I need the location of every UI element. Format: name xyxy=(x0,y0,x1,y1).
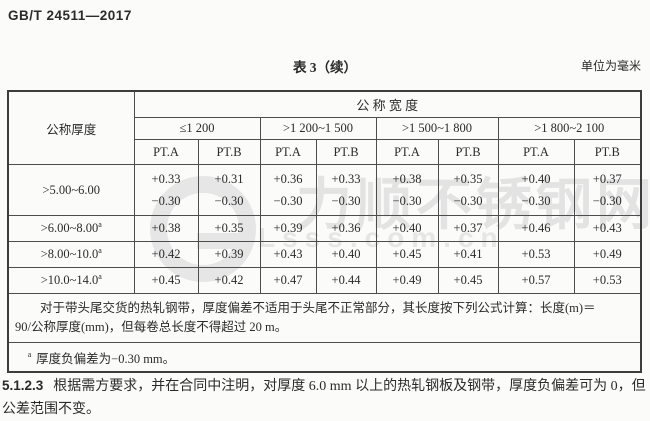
table-row: >5.00~6.00 +0.33 −0.30 +0.31 −0.30 +0.36 −0… xyxy=(7,164,642,216)
tolerance-cell: +0.53 xyxy=(573,267,642,294)
tolerance-cell: +0.53 xyxy=(497,241,575,268)
tolerance-cell: +0.39 xyxy=(197,241,261,268)
tolerance-cell: +0.40 xyxy=(315,241,377,268)
tolerance-cell: +0.42 xyxy=(197,267,261,294)
row-label: >6.00~8.00a xyxy=(7,215,135,242)
tolerance-cell: +0.33 −0.30 xyxy=(315,164,377,216)
pt-label: PT.A xyxy=(497,139,575,165)
row-label: >10.0~14.0a xyxy=(7,267,135,294)
pt-label: PT.A xyxy=(259,139,317,165)
clause-paragraph: 5.1.2.3 根据需方要求，并在合同中注明，对厚度 6.0 mm 以上的热轧钢板… xyxy=(2,374,648,421)
tolerance-cell: +0.45 xyxy=(437,267,499,294)
tolerance-cell: +0.36 xyxy=(315,215,377,242)
tolerance-cell: +0.38 xyxy=(133,215,199,242)
pt-label: PT.A xyxy=(375,139,439,165)
col-header-width-group: 公 称 宽 度 xyxy=(133,90,642,118)
pt-label: PT.B xyxy=(573,139,642,165)
standard-number: GB/T 24511—2017 xyxy=(8,8,132,23)
table-caption: 表 3（续） xyxy=(292,60,358,75)
note-line-2: 90/公称厚度(mm)，但每卷总长度不得超过 20 m。 xyxy=(15,320,288,334)
pt-label: PT.B xyxy=(197,139,261,165)
width-range-2: >1 200~1 500 xyxy=(259,117,377,140)
tolerance-cell: +0.49 xyxy=(375,267,439,294)
tolerance-cell: +0.37 xyxy=(437,215,499,242)
tolerance-cell: +0.44 xyxy=(315,267,377,294)
tolerance-cell: +0.45 xyxy=(133,267,199,294)
note-line-1: 对于带头尾交货的热轧钢带，厚度偏差不适用于头尾不正常部分，其长度按下列公式计算：… xyxy=(40,301,596,315)
pt-label: PT.B xyxy=(437,139,499,165)
row-label: >5.00~6.00 xyxy=(7,164,135,216)
tolerance-cell: +0.49 xyxy=(573,241,642,268)
tolerance-cell: +0.41 xyxy=(437,241,499,268)
tolerance-cell: +0.33 −0.30 xyxy=(133,164,199,216)
pt-label: PT.A xyxy=(133,139,199,165)
caption-row: 表 3（续） 单位为毫米 xyxy=(7,56,643,75)
tolerance-cell: +0.37 −0.30 xyxy=(573,164,642,216)
tolerance-cell: +0.43 xyxy=(573,215,642,242)
width-range-4: >1 800~2 100 xyxy=(497,117,642,140)
tolerance-cell: +0.31 −0.30 xyxy=(197,164,261,216)
tolerance-cell: +0.47 xyxy=(259,267,317,294)
tolerance-cell: +0.57 xyxy=(497,267,575,294)
table-note-row: 对于带头尾交货的热轧钢带，厚度偏差不适用于头尾不正常部分，其长度按下列公式计算：… xyxy=(7,293,642,343)
table-footnote-row: a 厚度负偏差为−0.30 mm。 xyxy=(7,342,642,373)
tolerance-cell: +0.35 −0.30 xyxy=(437,164,499,216)
width-range-1: ≤1 200 xyxy=(133,117,261,140)
tolerance-cell: +0.40 −0.30 xyxy=(497,164,575,216)
footnote-marker: a xyxy=(27,350,32,360)
tolerance-cell: +0.42 xyxy=(133,241,199,268)
pt-label: PT.B xyxy=(315,139,377,165)
tolerance-cell: +0.45 xyxy=(375,241,439,268)
table-note: 对于带头尾交货的热轧钢带，厚度偏差不适用于头尾不正常部分，其长度按下列公式计算：… xyxy=(7,293,642,343)
tolerance-cell: +0.38 −0.30 xyxy=(375,164,439,216)
tolerance-cell: +0.36 −0.30 xyxy=(259,164,317,216)
tolerance-cell: +0.43 xyxy=(259,241,317,268)
col-header-thickness: 公称厚度 xyxy=(7,90,135,165)
footnote-text: 厚度负偏差为−0.30 mm。 xyxy=(36,351,176,366)
tolerance-table: 公称厚度 公 称 宽 度 ≤1 200 >1 200~1 500 >1 500~… xyxy=(7,90,643,373)
clause-number: 5.1.2.3 xyxy=(2,378,44,393)
table-footnote: a 厚度负偏差为−0.30 mm。 xyxy=(7,342,642,373)
row-label: >8.00~10.0a xyxy=(7,241,135,268)
table-row: >6.00~8.00a +0.38 +0.35 +0.39 +0.36 +0.4… xyxy=(7,215,642,242)
tolerance-cell: +0.39 xyxy=(259,215,317,242)
tolerance-cell: +0.46 xyxy=(497,215,575,242)
tolerance-table-wrapper: 公称厚度 公 称 宽 度 ≤1 200 >1 200~1 500 >1 500~… xyxy=(7,90,643,373)
tolerance-cell: +0.35 xyxy=(197,215,261,242)
table-row: >10.0~14.0a +0.45 +0.42 +0.47 +0.44 +0.4… xyxy=(7,267,642,294)
clause-text: 根据需方要求，并在合同中注明，对厚度 6.0 mm 以上的热轧钢板及钢带，厚度负… xyxy=(2,379,646,417)
tolerance-cell: +0.40 xyxy=(375,215,439,242)
unit-note: 单位为毫米 xyxy=(580,59,641,73)
table-row: >8.00~10.0a +0.42 +0.39 +0.43 +0.40 +0.4… xyxy=(7,241,642,268)
width-range-3: >1 500~1 800 xyxy=(375,117,499,140)
